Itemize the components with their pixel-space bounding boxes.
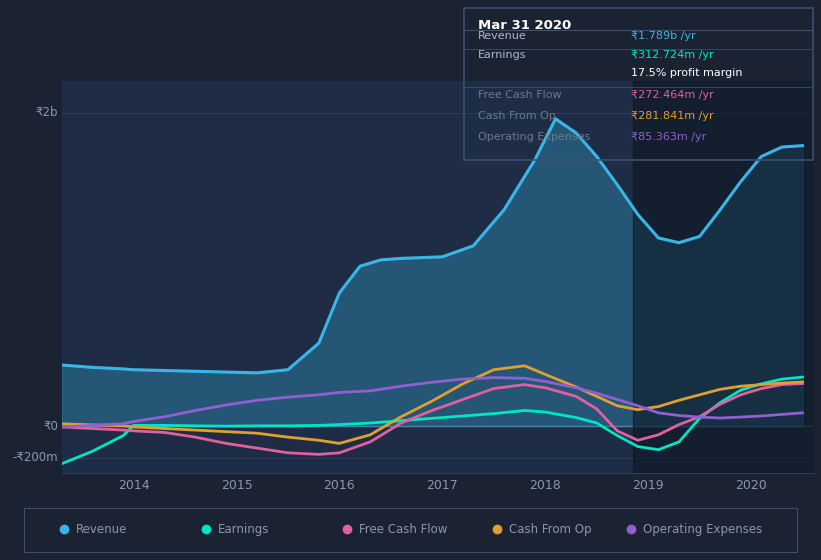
Text: ₹312.724m /yr: ₹312.724m /yr: [631, 50, 714, 60]
Bar: [633, 81, 813, 473]
Text: Free Cash Flow: Free Cash Flow: [478, 90, 562, 100]
Text: ₹2b: ₹2b: [35, 106, 57, 119]
Text: Cash From Op: Cash From Op: [478, 111, 556, 121]
Bar: [25, 507, 796, 552]
Text: Earnings: Earnings: [218, 522, 268, 536]
Text: ₹272.464m /yr: ₹272.464m /yr: [631, 90, 714, 100]
Text: Earnings: Earnings: [478, 50, 526, 60]
Text: Mar 31 2020: Mar 31 2020: [478, 19, 571, 32]
Text: ₹0: ₹0: [43, 419, 57, 433]
Text: 17.5% profit margin: 17.5% profit margin: [631, 68, 743, 78]
Text: ₹85.363m /yr: ₹85.363m /yr: [631, 132, 707, 142]
Text: ₹1.789b /yr: ₹1.789b /yr: [631, 31, 696, 41]
Text: Operating Expenses: Operating Expenses: [643, 522, 762, 536]
Text: ₹281.841m /yr: ₹281.841m /yr: [631, 111, 714, 121]
Text: Operating Expenses: Operating Expenses: [478, 132, 590, 142]
Text: Revenue: Revenue: [76, 522, 127, 536]
Text: -₹200m: -₹200m: [12, 451, 57, 464]
Text: Revenue: Revenue: [478, 31, 526, 41]
Text: Cash From Op: Cash From Op: [509, 522, 591, 536]
Text: Free Cash Flow: Free Cash Flow: [360, 522, 447, 536]
